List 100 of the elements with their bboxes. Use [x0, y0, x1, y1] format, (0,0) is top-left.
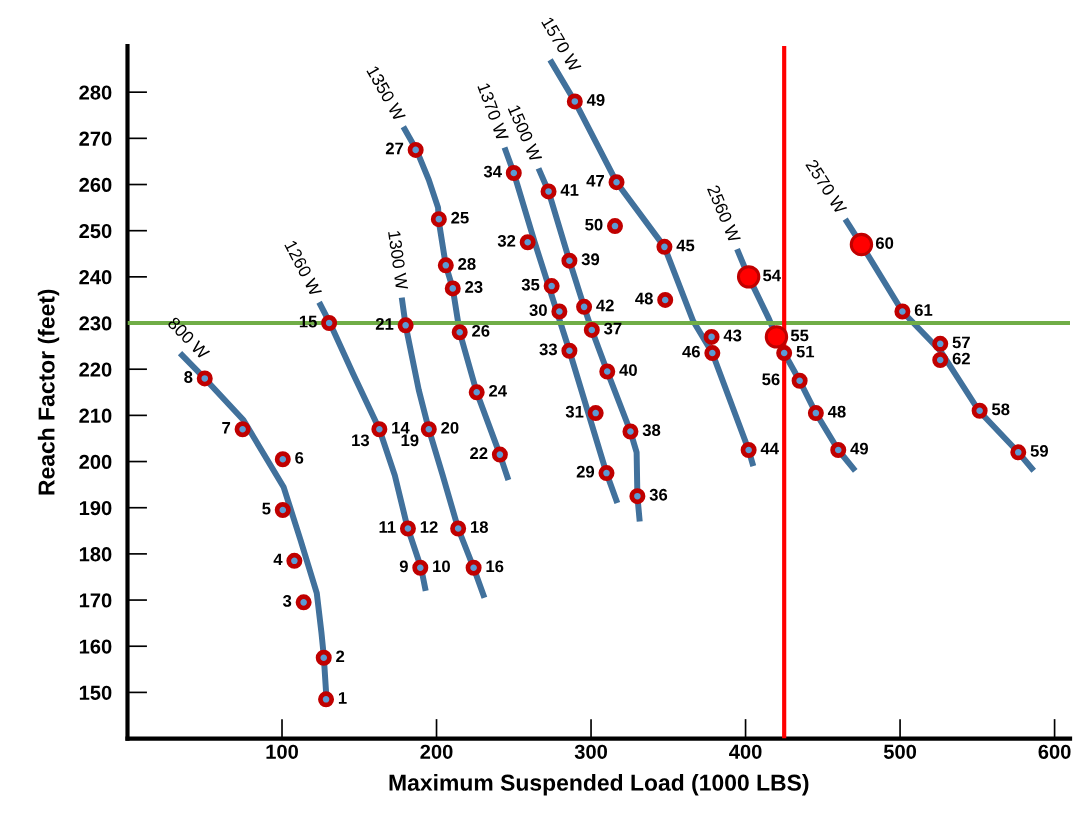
y-tick-label: 210	[79, 408, 112, 423]
point	[932, 351, 949, 368]
point	[420, 421, 437, 438]
point	[576, 298, 593, 315]
annotation: 25	[451, 211, 469, 224]
y-tick-label: 280	[79, 85, 112, 100]
annotation: 35	[521, 278, 540, 291]
y-tick-label: 190	[79, 500, 112, 516]
point	[598, 465, 615, 482]
annotation: 33	[539, 343, 557, 356]
annotation: 60	[875, 237, 894, 250]
point	[849, 232, 874, 257]
y-tick-label: 230	[79, 316, 112, 331]
point	[1010, 444, 1027, 461]
annotation: 34	[483, 165, 502, 178]
y-tick-label: 270	[79, 131, 112, 146]
annotation: 42	[596, 299, 614, 312]
annotation: 39	[581, 253, 600, 266]
annotation: 20	[441, 421, 459, 434]
annotation: 40	[619, 364, 637, 376]
point	[791, 372, 808, 389]
point	[656, 238, 673, 255]
annotation: 56	[762, 373, 780, 386]
y-tick-label: 180	[79, 547, 112, 562]
point	[740, 442, 757, 458]
annotation: 13	[352, 434, 370, 447]
annotation: 58	[991, 403, 1010, 416]
x-tick-label: 500	[883, 744, 917, 759]
point	[412, 559, 429, 576]
point	[894, 303, 911, 320]
point	[776, 345, 793, 362]
point	[519, 234, 536, 251]
annotation: 41	[560, 184, 579, 196]
annotation: 9	[399, 560, 408, 573]
annotation: 43	[723, 329, 742, 342]
annotation: 48	[635, 292, 653, 305]
y-tick-label: 220	[79, 362, 112, 377]
point	[703, 328, 720, 345]
text: 1300 W	[387, 230, 409, 291]
annotation: 48	[827, 405, 846, 418]
point	[450, 520, 467, 537]
point	[234, 421, 251, 438]
annotation: 31	[565, 405, 584, 418]
point	[505, 164, 522, 181]
point	[371, 421, 388, 438]
text: 800 W	[166, 316, 211, 361]
point	[286, 552, 303, 569]
annotation: 14	[392, 422, 410, 434]
y-tick-label: 260	[79, 177, 112, 193]
point	[543, 278, 560, 295]
annotation: 51	[796, 345, 815, 358]
point	[318, 691, 335, 708]
annotation: 22	[470, 447, 488, 459]
annotation: 11	[379, 521, 396, 533]
text: 1260 W	[284, 239, 323, 298]
point	[830, 442, 847, 458]
annotation: 44	[760, 442, 779, 455]
annotation: 1	[338, 692, 347, 704]
point	[437, 257, 454, 274]
annotation: 7	[222, 422, 231, 434]
x-tick-label: 400	[729, 744, 762, 759]
annotation: 29	[576, 465, 595, 478]
annotation: 55	[790, 329, 809, 342]
annotation: 4	[273, 553, 283, 566]
point	[704, 345, 721, 362]
annotation: 46	[682, 345, 700, 358]
annotation: 36	[649, 488, 668, 501]
annotation: 5	[262, 502, 271, 515]
point	[540, 183, 557, 200]
annotation: 37	[604, 322, 622, 335]
point	[622, 423, 639, 440]
annotation: 10	[433, 560, 450, 573]
annotation: 32	[497, 234, 516, 247]
point	[608, 174, 625, 191]
point	[583, 321, 600, 338]
annotation: 47	[586, 175, 604, 187]
annotation: 49	[850, 442, 868, 455]
annotation: 12	[420, 521, 438, 533]
point	[468, 384, 485, 401]
annotation: 19	[401, 434, 419, 447]
annotation: 38	[642, 424, 661, 437]
x-tick-label: 600	[1038, 744, 1071, 759]
x-tick-label: 300	[574, 744, 608, 759]
annotation: 18	[471, 521, 488, 533]
point	[566, 93, 583, 110]
annotation: 3	[282, 595, 292, 607]
annotation: 59	[1030, 444, 1048, 457]
annotation: 62	[952, 352, 970, 365]
annotation: 8	[184, 371, 193, 383]
point	[561, 342, 578, 359]
point	[606, 218, 623, 235]
annotation: 2	[336, 650, 345, 663]
annotation: 61	[914, 304, 933, 316]
annotation: 50	[585, 218, 603, 231]
y-tick-label: 160	[79, 639, 112, 654]
y-tick-label: 200	[79, 454, 112, 470]
point	[444, 280, 461, 297]
point	[587, 405, 604, 422]
x-tick-label: 100	[266, 744, 298, 759]
point	[430, 211, 447, 228]
